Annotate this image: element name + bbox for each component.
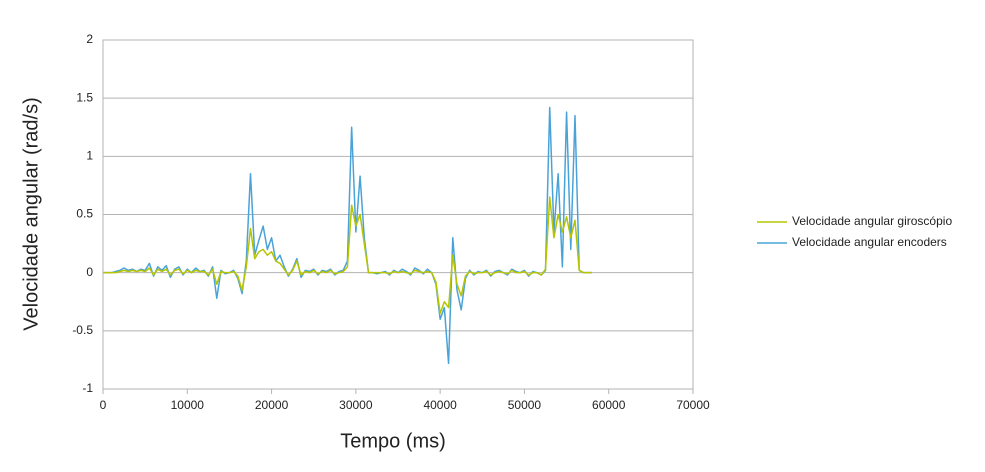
x-tick-label: 30000 [339, 398, 373, 412]
x-tick-label: 70000 [676, 398, 710, 412]
y-tick-label: -0.5 [72, 323, 93, 337]
x-axis-label: Tempo (ms) [340, 430, 446, 452]
x-tick-label: 60000 [592, 398, 626, 412]
x-tick-label: 40000 [423, 398, 457, 412]
plot-border [102, 39, 694, 390]
x-tick-label: 0 [100, 398, 107, 412]
y-tick-label: 1.5 [76, 90, 93, 104]
y-tick-label: 2 [86, 32, 93, 46]
x-tick-label: 20000 [255, 398, 289, 412]
series-line [103, 106, 592, 365]
y-tick-label: 0.5 [76, 207, 93, 221]
legend-label: Velocidade angular encoders [792, 235, 947, 249]
y-tick-label: -1 [82, 381, 93, 395]
y-tick-label: 0 [86, 265, 93, 279]
legend-label: Velocidade angular giroscópio [792, 214, 952, 228]
y-axis-label: Velocidade angular (rad/s) [20, 97, 42, 330]
x-tick-label: 10000 [171, 398, 205, 412]
y-tick-label: 1 [86, 149, 93, 163]
series-line [103, 196, 592, 315]
x-tick-label: 50000 [508, 398, 542, 412]
